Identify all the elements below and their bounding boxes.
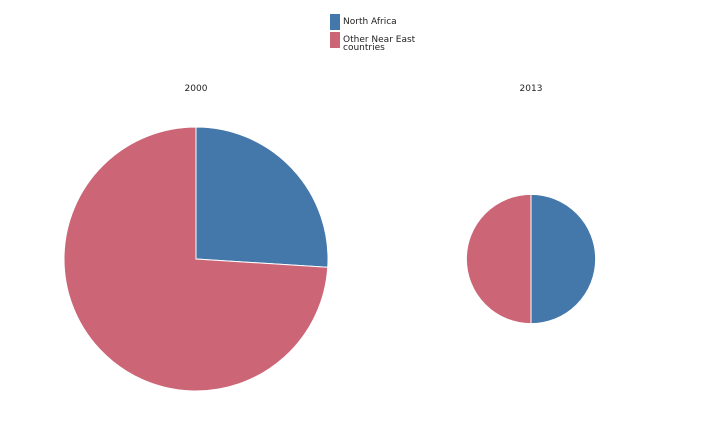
legend-item-north-africa: North Africa [330, 14, 397, 30]
pie-chart-2000: 2000 [63, 84, 329, 392]
pie-title-2013: 2013 [520, 84, 543, 94]
pie-slice-2013-north-africa [530, 193, 597, 325]
legend-swatch-north-africa [330, 14, 340, 30]
legend-swatch-other-near-east-countries [330, 32, 340, 48]
legend-label: Other Near East [343, 35, 416, 45]
pie-slice-2013-other-near-east-countries [465, 193, 532, 325]
legend-label: North Africa [343, 17, 397, 27]
pie-slice-2000-north-africa [195, 126, 329, 268]
legend-label: countries [343, 43, 385, 53]
pie-slice-2000-other-near-east-countries [63, 126, 329, 392]
pie-title-2000: 2000 [185, 84, 208, 94]
pie-chart-2013: 2013 [465, 84, 597, 325]
